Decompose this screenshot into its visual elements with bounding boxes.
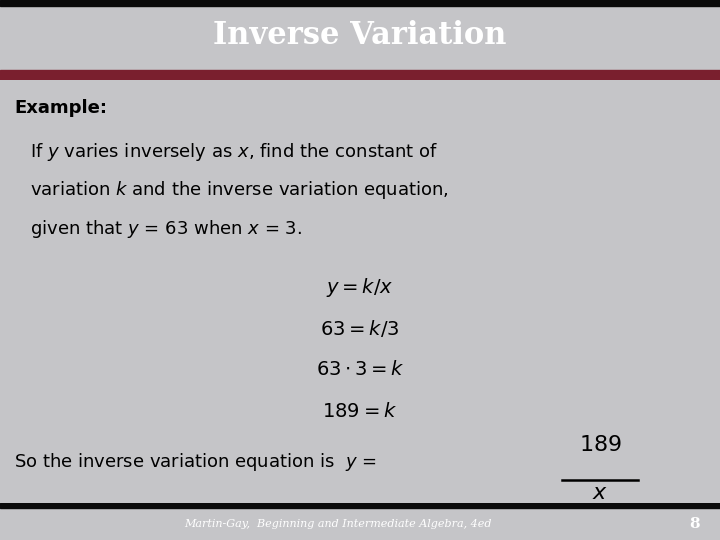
Bar [0, 0, 720, 5]
Text: Inverse Variation: Inverse Variation [213, 21, 507, 51]
Text: given that $y$ = 63 when $x$ = 3.: given that $y$ = 63 when $x$ = 3. [30, 218, 302, 240]
Bar [0, 70, 720, 80]
Text: 8: 8 [690, 517, 700, 531]
Text: $189 = k$: $189 = k$ [323, 402, 397, 421]
Text: So the inverse variation equation is  $y$ =: So the inverse variation equation is $y$… [14, 451, 377, 473]
Bar [0, 503, 720, 508]
Text: $x$: $x$ [592, 483, 608, 503]
Text: Example:: Example: [14, 99, 107, 117]
Text: If $y$ varies inversely as $x$, find the constant of: If $y$ varies inversely as $x$, find the… [30, 140, 438, 163]
Text: Martin-Gay,  Beginning and Intermediate Algebra, 4ed: Martin-Gay, Beginning and Intermediate A… [184, 519, 492, 529]
Text: $63 = k/3$: $63 = k/3$ [320, 318, 400, 339]
Text: variation $k$ and the inverse variation equation,: variation $k$ and the inverse variation … [30, 179, 449, 201]
Text: $189$: $189$ [579, 435, 621, 455]
Text: $y = k/x$: $y = k/x$ [326, 276, 394, 300]
Text: $63 \cdot 3 = k$: $63 \cdot 3 = k$ [315, 360, 405, 379]
